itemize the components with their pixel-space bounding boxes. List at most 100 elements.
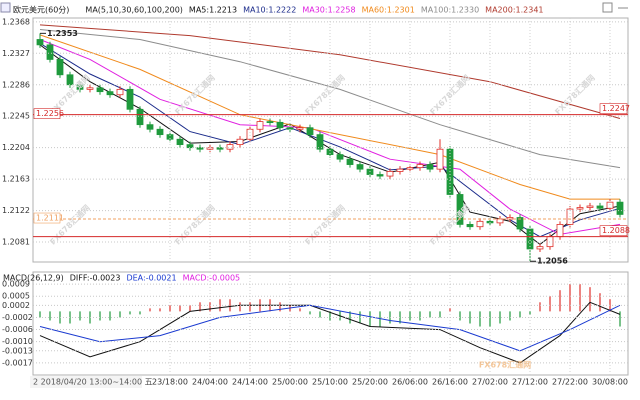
x-tick-label: 25/00:00 (272, 378, 308, 387)
line-series (39, 39, 621, 235)
candle-body (586, 205, 594, 208)
annotation: 1.2353 (47, 29, 78, 38)
candle-body (106, 91, 114, 96)
y-tick-label: -0.0013 (2, 346, 33, 355)
candle-body (46, 44, 54, 60)
candle-body (166, 134, 174, 140)
reference-label-box (599, 225, 628, 236)
x-tick-label: 25/20:00 (352, 378, 388, 387)
candle-body (596, 205, 604, 209)
candle-body (556, 224, 564, 238)
line-series (39, 304, 621, 352)
x-tick-label: 27/22:00 (552, 378, 588, 387)
candle-body (66, 74, 74, 86)
y-tick-label: -0.0002 (2, 313, 33, 322)
line-series (39, 42, 621, 238)
reference-label-box (33, 108, 61, 119)
reference-label: 1.2111 (36, 214, 64, 223)
chart-title: 欧元美元(60分) (13, 5, 69, 15)
candle-body (306, 127, 314, 136)
candle-body (416, 164, 424, 169)
y-tick-label: 0.0009 (2, 280, 30, 289)
candle-body (466, 224, 474, 228)
x-tick-label: 25/10:00 (312, 378, 348, 387)
candle-body (176, 138, 184, 146)
cursor-label: 2 2018/04/20 13:00~14:00 五 (33, 378, 153, 387)
x-tick-label: 27/02:00 (472, 378, 508, 387)
window-icon[interactable] (602, 2, 613, 13)
candle-body (116, 88, 124, 96)
candle-body (266, 121, 274, 123)
candle-body (536, 246, 544, 250)
legend-entry: MA30:1.2258 (302, 6, 355, 15)
candle-body (516, 217, 524, 230)
candle-body (386, 171, 394, 177)
candle-body (616, 201, 624, 215)
candle-body (576, 207, 584, 210)
y-tick-label: 1.2122 (2, 206, 30, 215)
legend-entry: MA200:1.2341 (485, 6, 543, 15)
x-tick-label: 26/06:00 (392, 378, 428, 387)
x-tick-label: 24/04:00 (192, 378, 228, 387)
legend-entry: MA60:1.2301 (362, 6, 415, 15)
y-tick-label: 1.2368 (2, 17, 30, 26)
candle-body (476, 220, 484, 228)
candle-body (156, 128, 164, 136)
candle-body (236, 138, 244, 146)
candle-body (376, 174, 384, 177)
y-tick-label: 1.2327 (2, 49, 30, 58)
candle-body (606, 201, 614, 209)
chart-title: MACD(26,12,9) (3, 274, 64, 283)
candle-body (196, 147, 204, 150)
candle-body (316, 134, 324, 150)
plot-area (39, 284, 621, 364)
candle-body (326, 148, 334, 155)
y-tick-label: -0.0006 (2, 325, 33, 334)
reference-label: 1.2256 (36, 109, 64, 118)
candle-body (146, 124, 154, 130)
candle-body (426, 164, 434, 170)
x-tick-label: 23/18:00 (152, 378, 188, 387)
candle-body (336, 154, 344, 160)
y-tick-label: 1.2081 (2, 238, 30, 247)
candle-body (276, 121, 284, 129)
legend-entry: DEA:-0.0021 (126, 274, 176, 283)
line-series (39, 29, 621, 169)
candle-body (86, 87, 94, 90)
reference-label-box (33, 212, 61, 224)
candle-body (256, 121, 264, 130)
x-tick-label: 27/12:00 (512, 378, 548, 387)
candle-body (76, 84, 84, 90)
y-tick-label: 1.2204 (2, 143, 30, 152)
y-tick-label: -0.0017 (2, 358, 33, 367)
candle-body (496, 218, 504, 224)
x-tick-label: 26/16:00 (432, 378, 468, 387)
line-series (39, 24, 621, 119)
candle-body (296, 127, 304, 130)
line-series (39, 301, 621, 364)
y-tick-label: 0.0005 (2, 292, 30, 301)
x-tick-label: 24/14:00 (232, 378, 268, 387)
candle-body (136, 108, 144, 126)
y-tick-label: -0.0010 (2, 337, 33, 346)
candle-body (526, 228, 534, 250)
y-tick-label: 1.2286 (2, 80, 30, 89)
legend-entry: MA5:1.2213 (189, 6, 237, 15)
logo: FX678汇通网 (479, 360, 531, 370)
x-tick-label: 30/08:00 (592, 378, 628, 387)
legend-entry: MACD:-0.0005 (183, 274, 241, 283)
y-tick-label: 1.2245 (2, 112, 30, 121)
reference-label-box (599, 103, 628, 114)
legend-entry: DIFF:-0.0023 (70, 274, 121, 283)
candle-body (96, 87, 104, 93)
candle-body (456, 194, 464, 225)
candle-body (356, 164, 364, 170)
candle-body (126, 88, 134, 110)
candle-body (396, 168, 404, 172)
annotation: 1.2056 (537, 257, 568, 266)
symbol-icon[interactable] (0, 2, 11, 13)
candle-body (226, 144, 234, 150)
y-tick-label: 1.2163 (2, 175, 30, 184)
reference-label: 1.2088 (602, 226, 630, 235)
